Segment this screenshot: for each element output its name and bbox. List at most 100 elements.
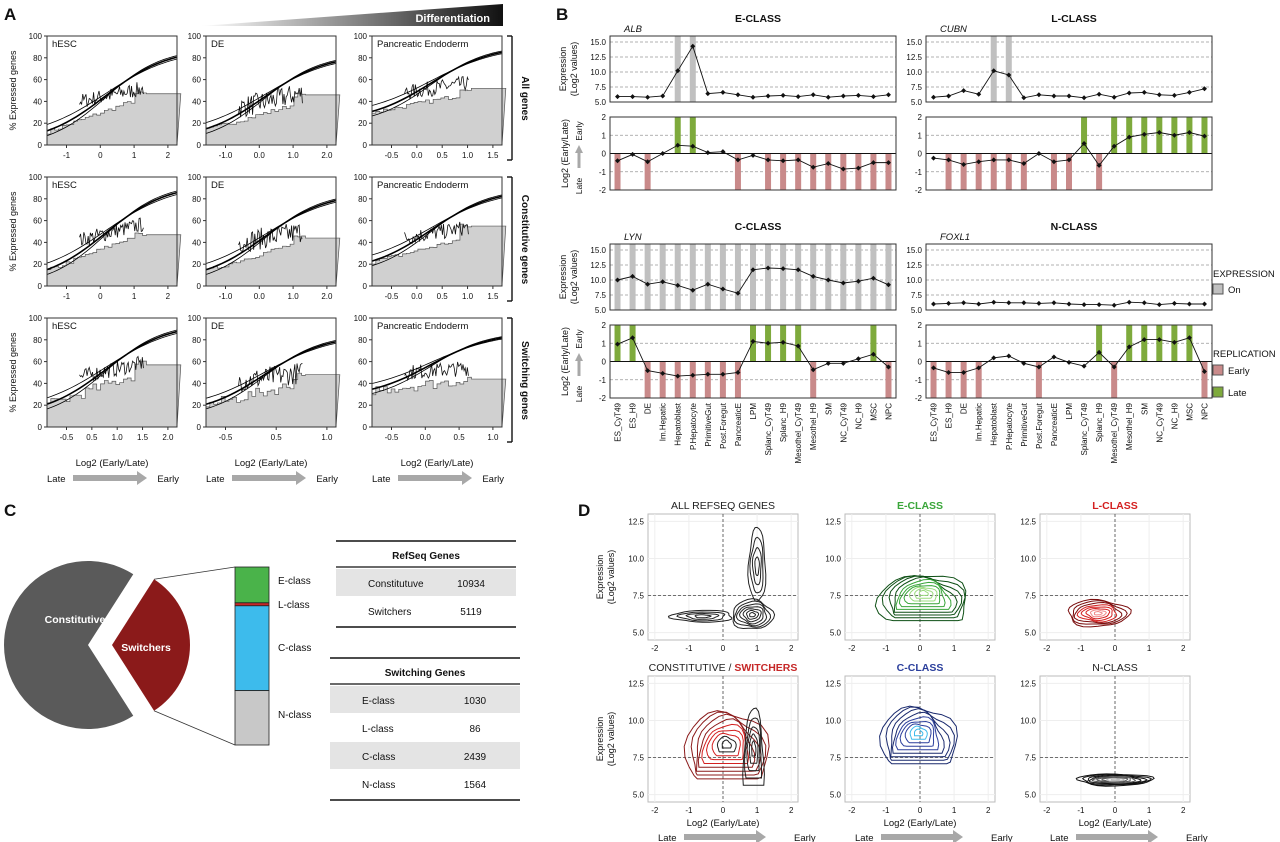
late-replication-bar — [870, 325, 877, 362]
density-contour — [895, 578, 952, 610]
logistic-fit — [46, 332, 178, 399]
replication-point — [1171, 132, 1177, 138]
observed-line — [404, 221, 469, 245]
table-row-value: 2439 — [464, 752, 487, 763]
logistic-fit — [371, 338, 503, 384]
replication-point — [645, 159, 651, 165]
replication-point — [675, 373, 681, 379]
row-band — [330, 686, 520, 713]
density-contour — [754, 556, 760, 576]
density-contour — [749, 536, 764, 594]
observed-line — [238, 363, 303, 392]
stack-segment-n-class — [234, 690, 270, 746]
plot-title-text: L-CLASS — [1092, 500, 1138, 512]
plot-frame — [609, 35, 897, 103]
expression-on-bar — [704, 244, 711, 310]
early-replication-bar — [960, 361, 967, 398]
a-ylabel: % Expressed genes — [8, 191, 18, 272]
replication-point — [855, 356, 861, 362]
gene-name: ALB — [623, 24, 643, 35]
early-label: Early — [991, 833, 1013, 842]
row-band — [336, 569, 516, 596]
replication-point — [855, 165, 861, 171]
early-label: Early — [574, 121, 584, 141]
class-block-1: CUBN L-CLASS 5.0 7.5 10.0 12.5 15.0 -2 -1 0 1 2 — [906, 13, 1213, 195]
expression-point — [1111, 302, 1117, 308]
late-replication-bar — [795, 325, 802, 362]
replication-point — [1051, 159, 1057, 165]
expression-point — [1081, 302, 1087, 308]
early-replication-bar — [734, 153, 741, 190]
logistic-fit — [371, 336, 503, 394]
late-label: Late — [47, 474, 66, 485]
xtick-label: 1.5 — [137, 433, 149, 442]
late-replication-bar — [1186, 117, 1193, 154]
ytick-label: 100 — [188, 32, 202, 41]
stage-title: Pancreatic Endoderm — [377, 180, 468, 191]
density-contour — [909, 586, 938, 602]
density-contour — [748, 733, 759, 764]
replication-point — [660, 370, 666, 376]
tissue-label: Splanc_CyT49 — [764, 402, 773, 455]
late-early-arrow — [73, 471, 147, 485]
tissue-label: ES_CyT49 — [614, 402, 623, 441]
replication-point — [961, 161, 967, 167]
replication-point — [1051, 354, 1057, 360]
logistic-fit — [205, 61, 337, 130]
class-title: C-CLASS — [735, 221, 782, 233]
xtick-label: 1.0 — [462, 151, 474, 160]
tissue-label: Mesothel_CyT49 — [794, 402, 803, 463]
a-ylabel: % Expressed genes — [8, 332, 18, 413]
xtick-label: -0.5 — [385, 292, 399, 301]
logistic-fit — [205, 201, 337, 264]
xtick-label: -1 — [685, 806, 693, 815]
xtick-label: 2.0 — [321, 151, 333, 160]
xtick-label: -1 — [1077, 806, 1085, 815]
replication-point — [1006, 353, 1012, 359]
a-xlabel: Log2 (Early/Late) — [235, 458, 308, 469]
early-label: Early — [157, 474, 179, 485]
arrow-icon — [1076, 830, 1158, 842]
ytick-label: 0 — [602, 358, 607, 367]
replication-point — [1006, 157, 1012, 163]
density-contour — [694, 614, 712, 619]
ytick-label: 20 — [358, 119, 367, 128]
early-replication-bar — [825, 153, 832, 190]
ytick-label: 1 — [602, 131, 607, 140]
xtick-label: 1 — [1147, 644, 1152, 653]
xtick-label: -1 — [1077, 644, 1085, 653]
ytick-label: 7.5 — [633, 754, 645, 763]
ytick-label: 100 — [354, 314, 368, 323]
class-block-0: ALB E-CLASS 5.0 7.5 10.0 12.5 15.0 -2 -1 0 1 2 Expre… — [558, 13, 897, 195]
cdf-plot-0-1: DE 0 20 40 60 80 100 -1.0 0.0 1.0 2.0 — [188, 32, 341, 160]
histogram-area — [205, 372, 341, 428]
early-replication-bar — [1201, 361, 1208, 398]
legend-swatch-on — [1212, 283, 1224, 295]
xtick-label: -0.5 — [385, 151, 399, 160]
replication-point — [645, 368, 651, 374]
early-replication-bar — [765, 153, 772, 190]
legend-label: Late — [1228, 388, 1247, 399]
stack-label: N-class — [278, 710, 311, 721]
logistic-fit — [371, 51, 503, 113]
density-contour — [1095, 776, 1131, 784]
observed-line — [404, 361, 469, 381]
replication-point — [946, 369, 952, 375]
connector-line — [153, 566, 236, 580]
logistic-fit — [205, 198, 337, 275]
expression-point — [690, 43, 696, 49]
tissue-label: Post.Foregut — [1035, 402, 1044, 449]
expression-point — [1036, 300, 1042, 306]
replication-point — [931, 365, 937, 371]
ytick-label: -2 — [599, 394, 607, 403]
ytick-label: 80 — [33, 195, 42, 204]
arrow-icon — [575, 353, 583, 361]
pie-label-switchers: Switchers — [121, 642, 171, 654]
expression-point — [645, 94, 651, 100]
panel-b-letter: B — [556, 5, 568, 24]
expression-point — [976, 301, 982, 307]
late-label: Late — [372, 474, 391, 485]
replication-point — [660, 151, 666, 156]
density-contour — [879, 705, 958, 765]
late-replication-bar — [1156, 325, 1163, 362]
